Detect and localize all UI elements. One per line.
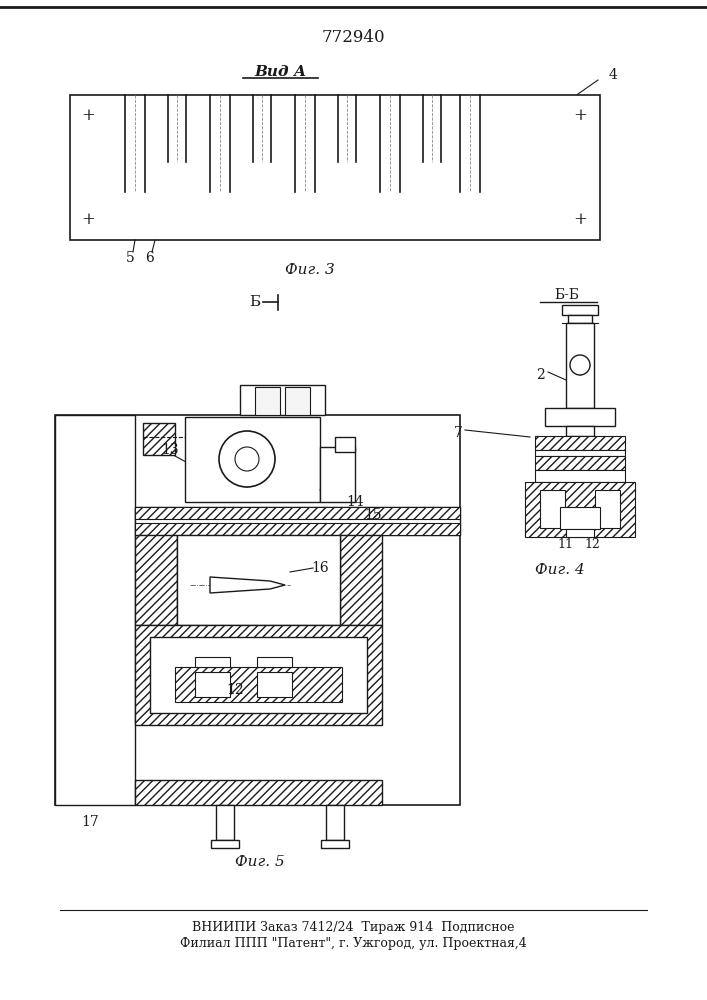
Bar	[525, 482, 635, 537]
Bar	[135, 625, 382, 725]
Text: Фиг. 5: Фиг. 5	[235, 855, 285, 869]
Text: 11: 11	[557, 538, 573, 552]
Text: Фиг. 4: Фиг. 4	[535, 563, 585, 577]
Bar	[560, 507, 600, 529]
Text: 7: 7	[454, 426, 462, 440]
Text: 4: 4	[609, 68, 617, 82]
Bar	[326, 805, 344, 840]
Text: 2: 2	[536, 368, 544, 382]
Bar	[135, 507, 460, 535]
Bar	[255, 387, 280, 415]
Bar	[195, 672, 230, 697]
Circle shape	[570, 355, 590, 375]
Bar	[535, 450, 625, 456]
Bar	[240, 385, 325, 415]
Bar	[135, 535, 177, 625]
Text: +: +	[573, 212, 587, 229]
Text: 6: 6	[146, 251, 154, 265]
Text: 13: 13	[161, 443, 179, 457]
Bar	[535, 436, 625, 450]
Bar	[545, 408, 615, 426]
Text: 17: 17	[81, 815, 99, 829]
Bar	[195, 657, 230, 667]
Text: Фиг. 3: Фиг. 3	[285, 263, 335, 277]
Text: 12: 12	[584, 538, 600, 552]
Bar	[185, 417, 320, 502]
Bar	[177, 535, 340, 625]
Text: +: +	[573, 106, 587, 123]
Text: Б-Б: Б-Б	[554, 288, 580, 302]
Text: Б: Б	[250, 295, 261, 309]
Bar	[566, 323, 594, 408]
Bar	[257, 657, 292, 667]
Bar	[216, 805, 234, 840]
Text: +: +	[81, 106, 95, 123]
Text: 16: 16	[311, 561, 329, 575]
Text: 5: 5	[126, 251, 134, 265]
Bar	[566, 426, 594, 436]
Bar	[535, 456, 625, 470]
Bar	[70, 95, 600, 240]
Bar	[335, 437, 355, 452]
Text: 14: 14	[346, 495, 364, 509]
Circle shape	[235, 447, 259, 471]
Bar	[135, 780, 382, 805]
Bar	[340, 535, 382, 625]
Bar	[135, 523, 460, 535]
Text: 12: 12	[226, 683, 244, 697]
Circle shape	[219, 431, 275, 487]
Bar	[257, 672, 292, 697]
Text: 772940: 772940	[321, 29, 385, 46]
Bar	[55, 415, 460, 805]
Bar	[321, 840, 349, 848]
Bar	[562, 305, 598, 315]
Bar	[535, 470, 625, 482]
Text: Филиал ППП "Патент", г. Ужгород, ул. Проектная,4: Филиал ППП "Патент", г. Ужгород, ул. Про…	[180, 938, 527, 950]
Bar	[568, 315, 592, 323]
Text: Вид А: Вид А	[254, 65, 306, 79]
Bar	[595, 490, 620, 528]
Bar	[55, 415, 135, 805]
Bar	[211, 840, 239, 848]
Bar	[175, 667, 342, 702]
Bar	[285, 387, 310, 415]
Bar	[135, 507, 460, 519]
Text: +: +	[81, 212, 95, 229]
Text: 15: 15	[364, 508, 382, 522]
Text: ВНИИПИ Заказ 7412/24  Тираж 914  Подписное: ВНИИПИ Заказ 7412/24 Тираж 914 Подписное	[192, 922, 514, 934]
Bar	[143, 423, 175, 455]
Polygon shape	[210, 577, 285, 593]
Bar	[320, 447, 355, 502]
Bar	[540, 490, 565, 528]
Bar	[150, 637, 367, 713]
Bar	[566, 529, 594, 537]
